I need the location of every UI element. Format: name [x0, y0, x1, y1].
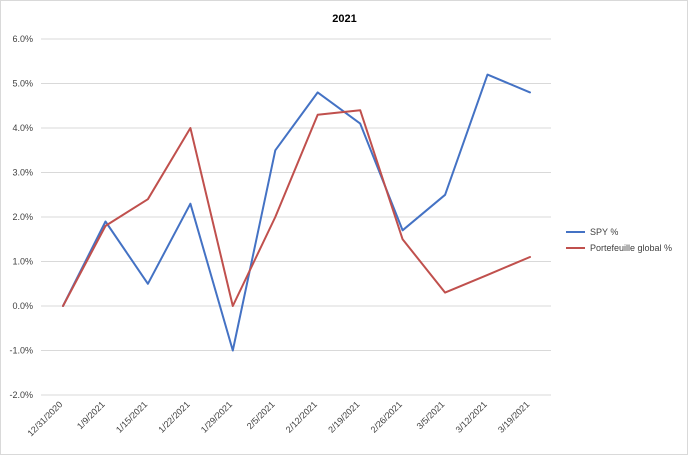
data-point	[232, 350, 234, 352]
data-point	[317, 91, 319, 93]
data-point	[487, 274, 489, 276]
data-point	[147, 283, 149, 285]
data-point	[274, 149, 276, 151]
data-point	[359, 109, 361, 111]
data-point	[359, 123, 361, 125]
gridlines	[41, 38, 551, 396]
x-tick-label: 2/12/2021	[284, 399, 319, 434]
x-tick-label: 1/15/2021	[114, 399, 149, 434]
y-tick-label: 1.0%	[12, 257, 33, 267]
chart-title: 2021	[332, 13, 357, 25]
data-point	[147, 198, 149, 200]
data-point	[104, 220, 106, 222]
y-tick-label: 3.0%	[12, 168, 33, 178]
y-tick-label: 5.0%	[12, 79, 33, 89]
data-point	[232, 305, 234, 307]
y-tick-label: 2.0%	[12, 212, 33, 222]
x-tick-label: 2/26/2021	[369, 399, 404, 434]
y-tick-label: -2.0%	[9, 390, 33, 400]
x-axis-tick-labels: 12/31/2020 1/9/2021 1/15/2021 1/22/2021 1/29…	[25, 399, 531, 438]
x-tick-label: 3/12/2021	[454, 399, 489, 434]
x-tick-label: 3/5/2021	[415, 399, 447, 431]
series-line-2	[62, 109, 531, 307]
legend-label: SPY %	[590, 227, 618, 237]
x-tick-label: 2/5/2021	[245, 399, 277, 431]
data-point	[444, 194, 446, 196]
data-point	[189, 203, 191, 205]
y-tick-label: 0.0%	[12, 301, 33, 311]
data-point	[402, 238, 404, 240]
y-axis-tick-labels: -2.0% -1.0% 0.0% 1.0% 2.0% 3.0% 4.0% 5.0% 6.0%	[9, 34, 33, 400]
data-point	[317, 114, 319, 116]
data-point	[487, 74, 489, 76]
x-tick-label: 1/22/2021	[156, 399, 191, 434]
series-lines	[62, 73, 531, 352]
data-point	[189, 127, 191, 129]
x-tick-label: 1/9/2021	[75, 399, 107, 431]
series-line-1	[62, 73, 531, 352]
data-point	[529, 256, 531, 258]
x-tick-label: 3/19/2021	[496, 399, 531, 434]
x-tick-label: 1/29/2021	[199, 399, 234, 434]
y-tick-label: 4.0%	[12, 123, 33, 133]
y-tick-label: -1.0%	[9, 346, 33, 356]
x-tick-label: 2/19/2021	[326, 399, 361, 434]
data-point	[104, 225, 106, 227]
data-point	[62, 305, 64, 307]
x-tick-label: 12/31/2020	[25, 399, 64, 438]
data-point	[529, 91, 531, 93]
y-tick-label: 6.0%	[12, 34, 33, 44]
data-point	[444, 292, 446, 294]
legend: SPY % Portefeuille global %	[566, 227, 672, 253]
data-point	[274, 216, 276, 218]
legend-label: Portefeuille global %	[590, 243, 672, 253]
data-point	[402, 229, 404, 231]
